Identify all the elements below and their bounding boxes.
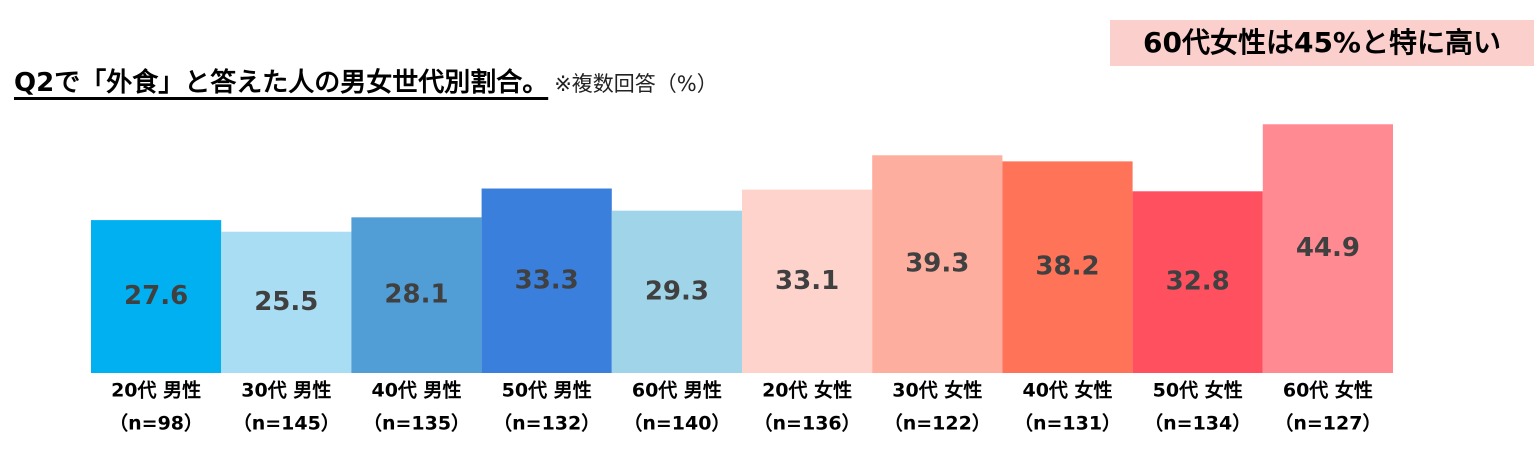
bar xyxy=(611,210,742,373)
sample-size: （n=134） xyxy=(1144,412,1251,435)
bar xyxy=(351,217,482,373)
sample-size: （n=132） xyxy=(493,412,600,435)
data-label: 25.5 xyxy=(254,287,318,317)
x-tick-label: 30代 女性 xyxy=(892,379,982,402)
x-tick-label: 40代 女性 xyxy=(1022,379,1112,402)
sample-size: （n=140） xyxy=(623,412,730,435)
x-tick-label: 60代 女性 xyxy=(1283,379,1373,402)
chart-subtitle: ※複数回答（%） xyxy=(554,72,718,96)
x-tick-label: 50代 男性 xyxy=(502,379,592,402)
bar xyxy=(1002,161,1133,373)
bar xyxy=(742,189,873,373)
sample-size: （n=135） xyxy=(363,412,470,435)
chart-title: Q2で「外食」と答えた人の男女世代別割合。 xyxy=(14,68,549,98)
sample-size: （n=136） xyxy=(754,412,861,435)
sample-size: （n=122） xyxy=(884,412,991,435)
data-label: 38.2 xyxy=(1035,252,1099,282)
data-label: 32.8 xyxy=(1166,267,1230,297)
data-label: 28.1 xyxy=(384,280,448,310)
data-label: 44.9 xyxy=(1296,233,1360,263)
data-label: 27.6 xyxy=(124,281,188,311)
data-label: 39.3 xyxy=(905,249,969,279)
x-tick-label: 30代 男性 xyxy=(241,379,331,402)
annotation: 60代女性は45%と特に高い xyxy=(1110,20,1534,66)
sample-size: （n=145） xyxy=(233,412,340,435)
data-label: 33.1 xyxy=(775,266,839,296)
title-block: Q2で「外食」と答えた人の男女世代別割合。 ※複数回答（%） xyxy=(14,62,718,99)
bar xyxy=(1262,124,1393,373)
x-tick-label: 40代 男性 xyxy=(371,379,461,402)
data-label: 29.3 xyxy=(645,276,709,306)
x-tick-label: 50代 女性 xyxy=(1153,379,1243,402)
bar xyxy=(1132,191,1263,373)
sample-size: （n=98） xyxy=(109,412,203,435)
sample-size: （n=131） xyxy=(1014,412,1121,435)
bar xyxy=(481,188,612,373)
x-tick-label: 20代 男性 xyxy=(111,379,201,402)
bar xyxy=(221,231,352,373)
data-label: 33.3 xyxy=(515,265,579,295)
bar xyxy=(872,155,1003,373)
x-tick-label: 60代 男性 xyxy=(632,379,722,402)
sample-size: （n=127） xyxy=(1274,412,1381,435)
x-tick-label: 20代 女性 xyxy=(762,379,852,402)
bar xyxy=(91,220,222,373)
